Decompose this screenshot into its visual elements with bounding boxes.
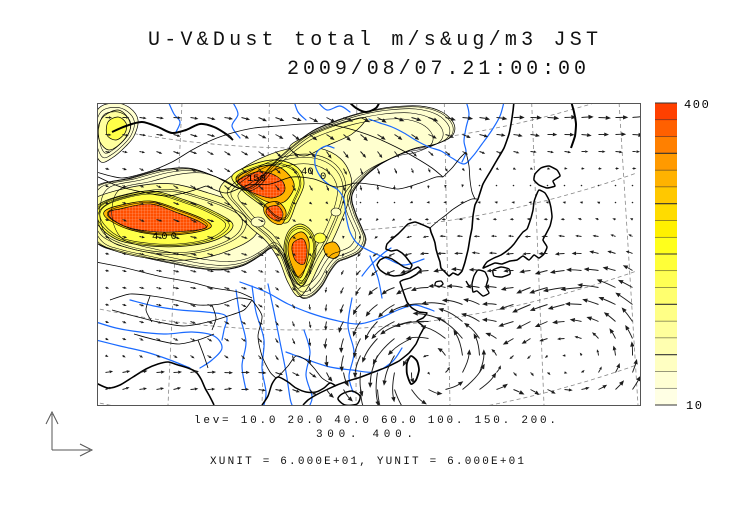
svg-text:lev= 10.0 20.0 40.0 60.0: lev= 10.0 20.0 40.0 60.0 100. 150. 200. xyxy=(194,415,556,427)
svg-text:300. 400.: 300. 400. xyxy=(316,429,413,441)
svg-text:40: 40 xyxy=(301,166,314,178)
svg-text:400: 400 xyxy=(152,231,180,243)
svg-text:150: 150 xyxy=(247,173,266,185)
svg-text:2009/08/07.21:00:00: 2009/08/07.21:00:00 xyxy=(287,58,586,81)
svg-text:0: 0 xyxy=(320,171,326,183)
svg-text:XUNIT = 6.000E+01, YUNIT = 6.0: XUNIT = 6.000E+01, YUNIT = 6.000E+01 xyxy=(210,456,524,468)
svg-text:400: 400 xyxy=(684,98,710,112)
svg-text:10: 10 xyxy=(686,399,704,413)
